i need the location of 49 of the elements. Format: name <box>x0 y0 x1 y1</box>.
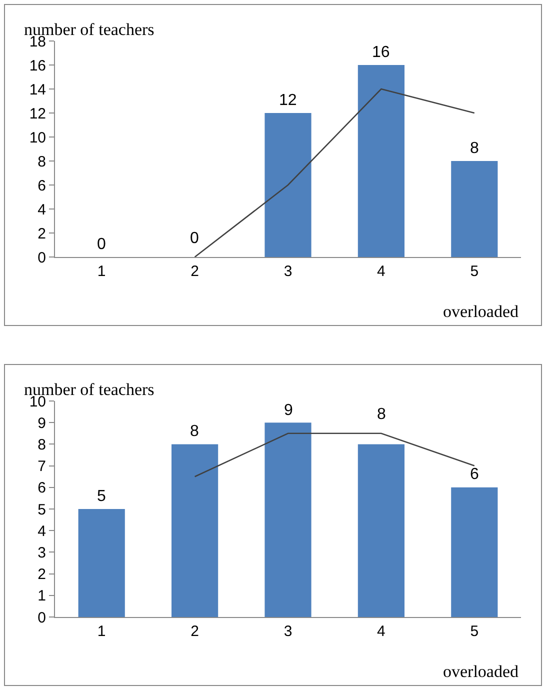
bar <box>451 161 498 257</box>
y-tick-label: 3 <box>38 544 46 562</box>
y-tick-label: 2 <box>38 225 46 242</box>
y-tick-label: 12 <box>29 105 46 122</box>
y-tick-label: 5 <box>38 501 46 518</box>
y-tick-label: 8 <box>38 436 46 454</box>
data-label: 6 <box>470 466 479 483</box>
x-tick-label: 1 <box>97 263 106 280</box>
bar <box>172 444 218 617</box>
x-tick-label: 2 <box>190 263 199 280</box>
y-tick-label: 8 <box>38 153 46 170</box>
y-tick-label: 4 <box>38 201 46 218</box>
y-tick-label: 4 <box>38 522 46 540</box>
y-tick-label: 7 <box>38 458 46 476</box>
bar <box>264 422 312 617</box>
y-tick-label: 14 <box>29 81 46 98</box>
bar <box>264 113 312 257</box>
data-label: 5 <box>97 488 106 505</box>
x-tick-label: 3 <box>284 263 292 280</box>
y-tick-label: 1 <box>38 588 46 605</box>
y-tick-label: 0 <box>38 609 46 626</box>
data-label: 8 <box>190 423 199 440</box>
x-tick-label: 4 <box>377 263 386 280</box>
data-label: 16 <box>372 44 390 61</box>
x-axis-title: overloaded <box>443 662 520 681</box>
x-tick-label: 1 <box>97 623 106 640</box>
data-label: 0 <box>97 236 106 253</box>
y-tick-label: 0 <box>38 249 46 266</box>
bar <box>358 65 404 257</box>
x-tick-label: 5 <box>470 263 479 280</box>
y-tick-label: 6 <box>38 480 46 497</box>
x-tick-label: 3 <box>284 623 292 640</box>
x-tick-label: 5 <box>470 623 479 640</box>
bar <box>358 444 404 617</box>
data-label: 12 <box>279 92 297 109</box>
data-label: 8 <box>470 140 479 157</box>
y-tick-label: 9 <box>38 414 46 432</box>
x-axis-title: overloaded <box>443 302 520 321</box>
x-tick-label: 2 <box>190 623 199 640</box>
data-label: 9 <box>284 402 293 419</box>
bar <box>78 509 125 617</box>
bar <box>451 487 498 617</box>
data-label: 8 <box>377 406 386 423</box>
x-tick-label: 4 <box>377 623 386 640</box>
y-tick-label: 10 <box>29 129 46 146</box>
y-tick-label: 16 <box>29 57 46 74</box>
data-label: 0 <box>190 230 199 247</box>
y-tick-label: 2 <box>38 566 46 584</box>
y-tick-label: 6 <box>38 177 46 194</box>
